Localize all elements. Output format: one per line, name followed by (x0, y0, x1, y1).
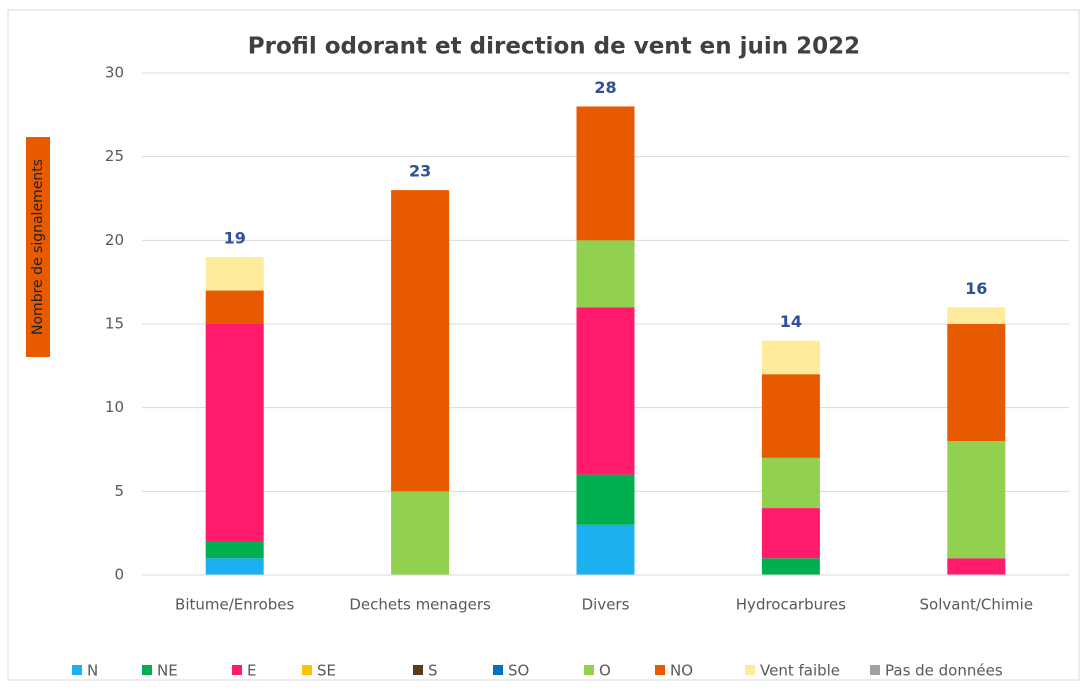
y-tick-label: 0 (114, 566, 124, 584)
bar-segment (947, 558, 1006, 575)
legend-label: N (87, 662, 98, 680)
legend-label: O (599, 662, 611, 680)
legend-swatch (745, 665, 755, 675)
total-label: 19 (224, 229, 246, 248)
legend-label: E (247, 662, 256, 680)
bar-segment (761, 340, 820, 375)
legend-swatch (232, 665, 242, 675)
x-tick-label: Bitume/Enrobes (175, 596, 294, 614)
bar-segment (205, 290, 264, 324)
bar-segment (205, 558, 264, 575)
bar-segment (576, 240, 635, 308)
y-tick-label: 5 (114, 482, 124, 500)
bar-segment (761, 374, 820, 458)
total-label: 14 (780, 312, 802, 331)
y-tick-label: 25 (105, 147, 124, 165)
x-tick-label: Dechets menagers (349, 596, 491, 614)
legend-swatch (413, 665, 423, 675)
y-tick-label: 20 (105, 231, 124, 249)
bar-segment (205, 257, 264, 291)
bar-segment (947, 441, 1006, 559)
bar-segment (205, 324, 264, 542)
y-label-box (26, 137, 50, 357)
legend-label: Vent faible (760, 662, 840, 680)
chart-border (7, 9, 1080, 681)
total-label: 16 (965, 279, 987, 298)
legend-label: SE (317, 662, 336, 680)
bar-segment (761, 558, 820, 575)
legend-swatch (142, 665, 152, 675)
bar-segment (947, 324, 1006, 442)
y-axis-label: Nombre de signalements (30, 159, 46, 335)
y-tick-label: 10 (105, 398, 124, 416)
chart-title: Profil odorant et direction de vent en j… (248, 34, 860, 60)
legend-swatch (584, 665, 594, 675)
total-label: 23 (409, 162, 431, 181)
legend-label: SO (508, 662, 529, 680)
bar-segment (205, 541, 264, 559)
legend-swatch (72, 665, 82, 675)
legend-swatch (655, 665, 665, 675)
legend-swatch (870, 665, 880, 675)
x-tick-label: Hydrocarbures (736, 596, 846, 614)
y-tick-label: 15 (105, 315, 124, 333)
bar-segment (576, 307, 635, 475)
bar-segment (576, 474, 635, 525)
y-tick-label: 30 (105, 64, 124, 82)
legend-label: Pas de données (885, 662, 1003, 680)
legend-swatch (493, 665, 503, 675)
legend-label: S (428, 662, 438, 680)
bar-segment (391, 190, 450, 492)
legend-swatch (302, 665, 312, 675)
bar-segment (761, 508, 820, 559)
x-tick-label: Divers (582, 596, 630, 614)
bar-segment (761, 457, 820, 509)
total-label: 28 (594, 78, 616, 97)
bar-segment (576, 524, 635, 575)
legend-label: NO (670, 662, 693, 680)
bar-segment (576, 106, 635, 241)
bar-segment (947, 307, 1006, 324)
legend-label: NE (157, 662, 178, 680)
bar-segment (391, 491, 450, 575)
x-tick-label: Solvant/Chimie (920, 596, 1034, 614)
